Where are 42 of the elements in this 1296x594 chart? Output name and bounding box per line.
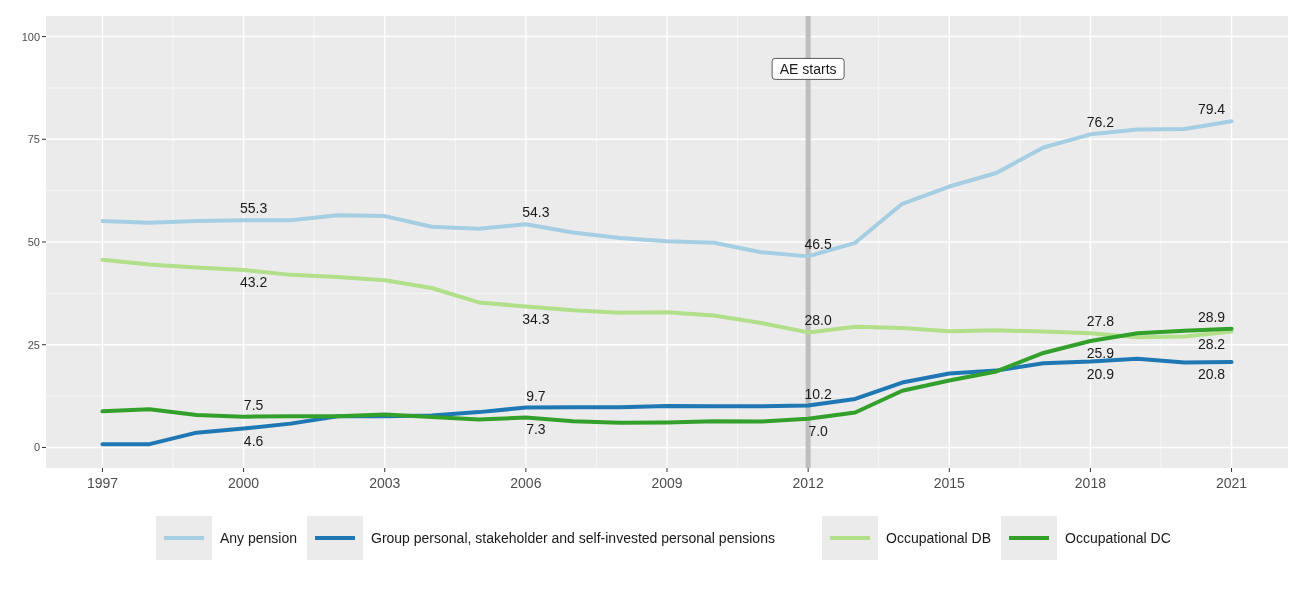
data-label: 79.4 bbox=[1197, 101, 1226, 118]
data-label: 7.5 bbox=[243, 396, 264, 413]
line-series bbox=[100, 326, 1234, 425]
y-tick-label: 0 bbox=[33, 441, 40, 454]
x-tick-label: 2021 bbox=[1215, 475, 1248, 491]
x-tick-label: 2012 bbox=[792, 475, 824, 491]
y-tick-label: 100 bbox=[21, 30, 40, 43]
y-tick-label: 25 bbox=[27, 338, 40, 351]
y-tick-label: 75 bbox=[27, 133, 40, 146]
data-label: 7.0 bbox=[808, 422, 829, 439]
x-tick-label: 2009 bbox=[651, 475, 683, 491]
data-label: 27.8 bbox=[1086, 313, 1115, 330]
data-label: 46.5 bbox=[804, 236, 832, 253]
data-label: 25.9 bbox=[1086, 345, 1115, 362]
data-label: 28.2 bbox=[1197, 335, 1226, 352]
x-tick-label: 2015 bbox=[933, 475, 966, 491]
legend-label: Occupational DB bbox=[886, 530, 992, 546]
legend-label: Group personal, stakeholder and self-invested personal pensions bbox=[371, 530, 775, 546]
data-label: 20.9 bbox=[1086, 365, 1115, 382]
legend-label: Occupational DC bbox=[1065, 530, 1171, 546]
data-label: 34.3 bbox=[522, 310, 550, 327]
data-label: 10.2 bbox=[804, 385, 832, 402]
y-tick-label: 50 bbox=[27, 236, 40, 248]
data-label: 9.7 bbox=[526, 387, 546, 404]
data-label: 76.2 bbox=[1086, 114, 1115, 131]
legend-label: Any pension bbox=[220, 530, 298, 546]
line-series bbox=[100, 257, 1234, 340]
data-label: 54.3 bbox=[522, 204, 550, 221]
data-label: 7.3 bbox=[526, 421, 546, 438]
x-tick-label: 2006 bbox=[510, 475, 542, 491]
x-tick-label: 2003 bbox=[369, 475, 401, 491]
x-tick-label: 2000 bbox=[228, 475, 260, 491]
x-tick-label: 2018 bbox=[1074, 475, 1107, 491]
ref-line-label: AE starts bbox=[779, 61, 837, 78]
data-label: 28.0 bbox=[804, 312, 832, 329]
data-label: 28.9 bbox=[1197, 308, 1226, 325]
data-label: 4.6 bbox=[243, 432, 264, 449]
data-label: 55.3 bbox=[239, 200, 268, 217]
line-series bbox=[100, 119, 1234, 259]
data-label: 20.8 bbox=[1197, 365, 1226, 382]
x-tick-label: 1997 bbox=[86, 475, 119, 491]
data-label: 43.2 bbox=[239, 273, 268, 290]
